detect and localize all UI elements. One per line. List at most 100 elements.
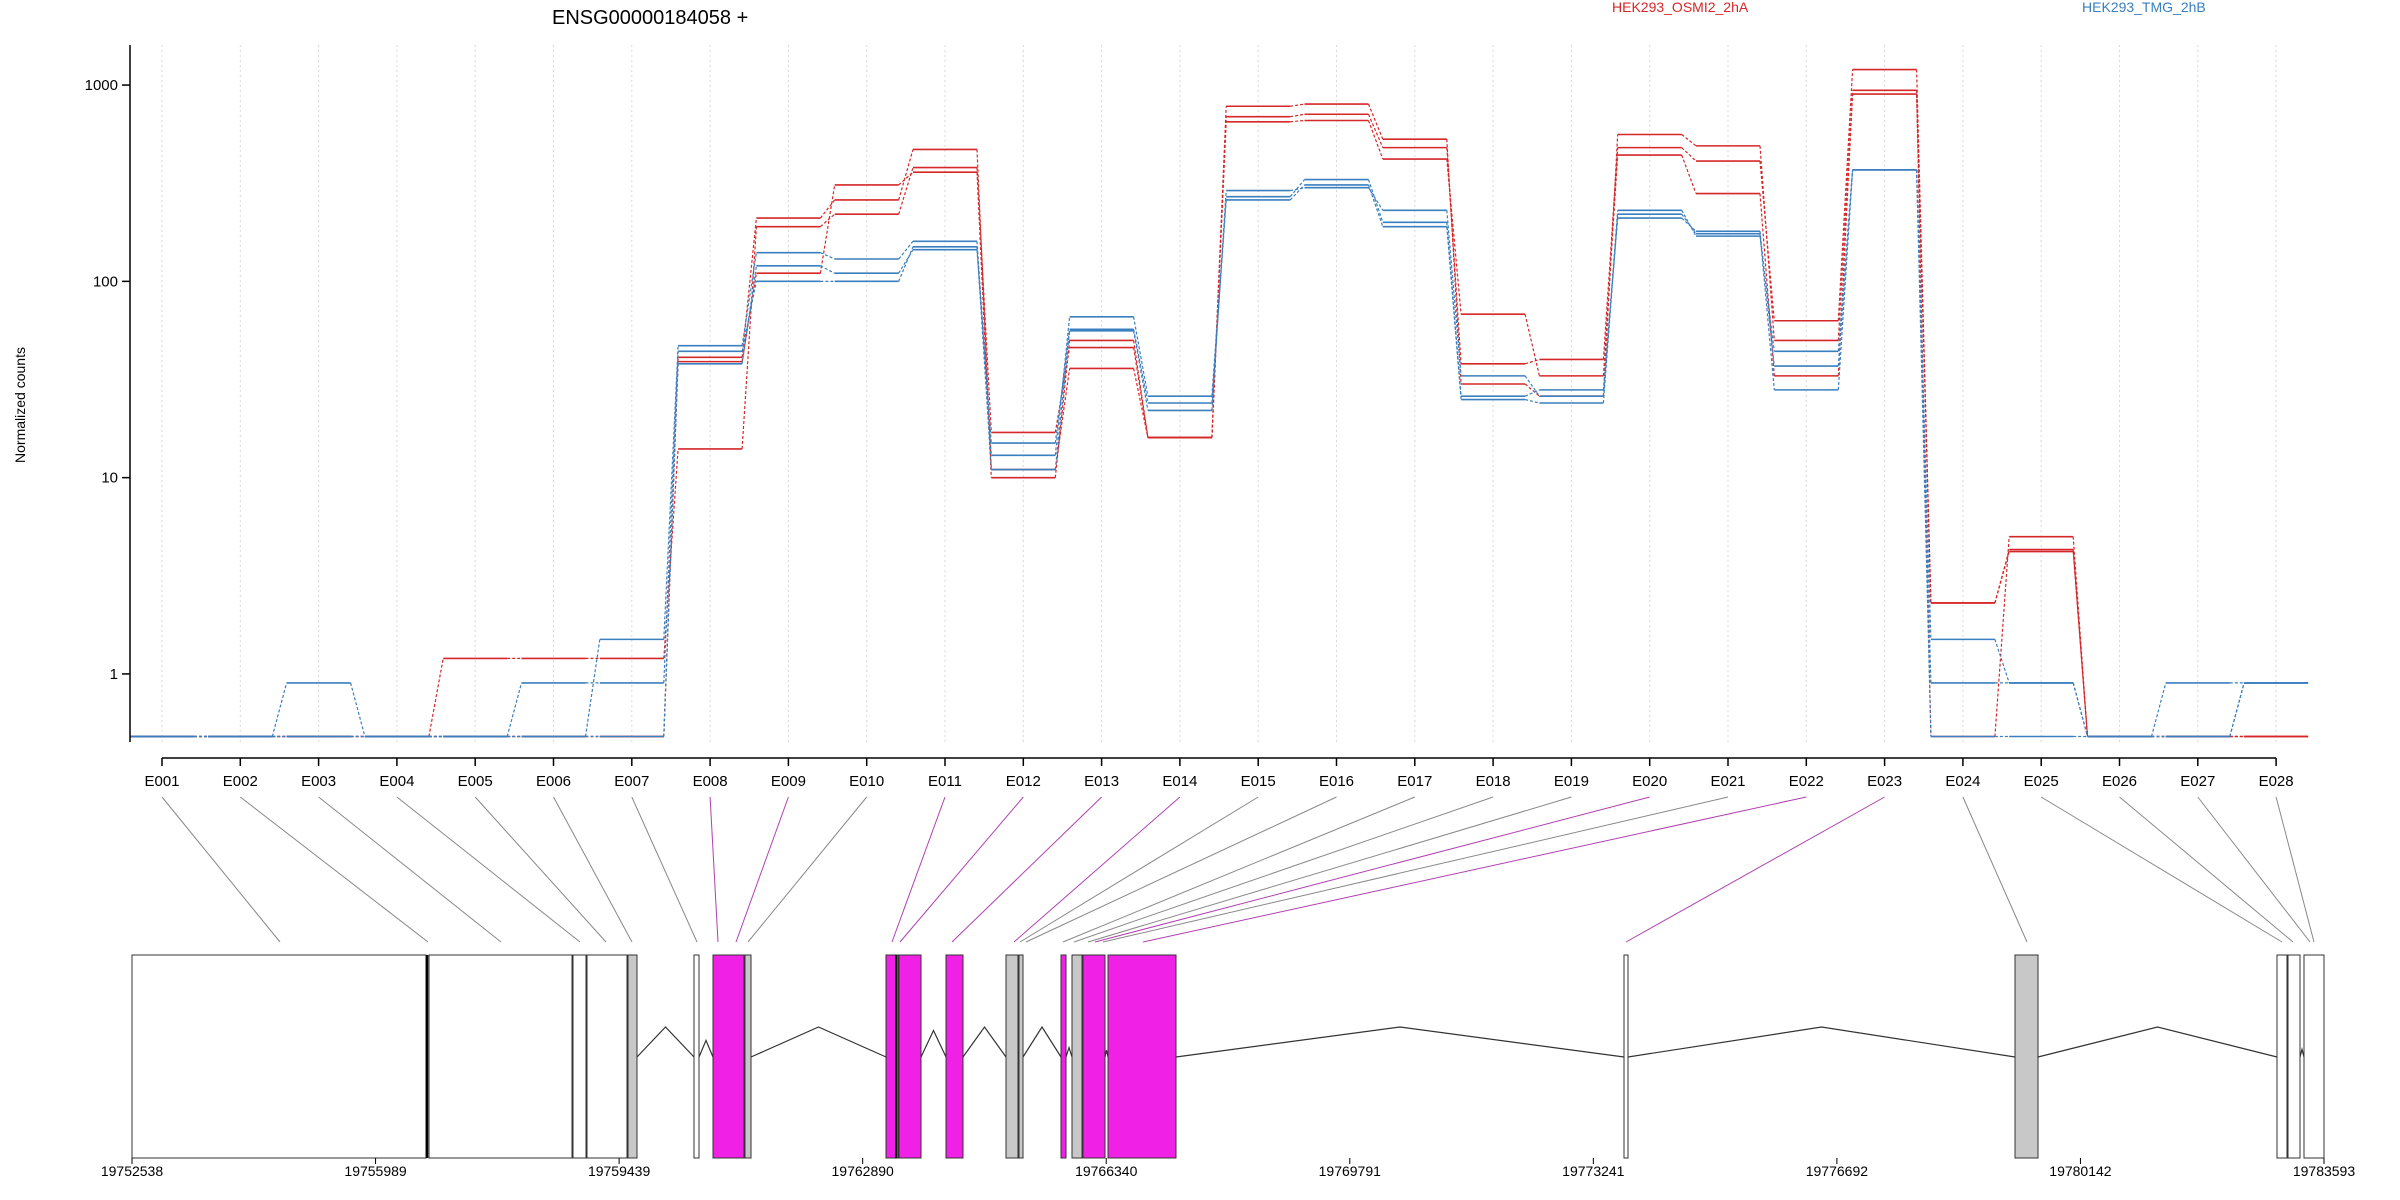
series-connector bbox=[976, 241, 992, 456]
exon-box bbox=[572, 954, 587, 1159]
series-connector bbox=[1524, 389, 1540, 397]
series-connector bbox=[1916, 90, 1932, 737]
x-tick-label: E019 bbox=[1554, 773, 1589, 790]
series-connector bbox=[1759, 145, 1775, 341]
series-connector bbox=[1759, 193, 1775, 376]
series-connector bbox=[1524, 375, 1540, 397]
coordinate-label: 19759439 bbox=[588, 1163, 651, 1179]
series-connector bbox=[1211, 199, 1227, 404]
exon-box bbox=[2287, 954, 2301, 1159]
x-tick-label: E016 bbox=[1319, 773, 1354, 790]
series-connector bbox=[1367, 187, 1384, 211]
intron-line bbox=[2037, 1026, 2278, 1058]
exon-box bbox=[1082, 954, 1106, 1159]
series-connector bbox=[1289, 184, 1305, 201]
series-connector bbox=[1446, 158, 1462, 315]
x-tick-label: E015 bbox=[1241, 773, 1276, 790]
exon-connector bbox=[553, 796, 633, 943]
exon-box bbox=[586, 954, 628, 1159]
exon-box bbox=[2276, 954, 2288, 1159]
x-tick-label: E024 bbox=[1945, 773, 1980, 790]
y-tick-label: 1000 bbox=[85, 77, 118, 94]
series-connector bbox=[1602, 147, 1619, 360]
series-connector bbox=[1524, 358, 1540, 365]
series-connector bbox=[506, 682, 523, 737]
x-tick-label: E020 bbox=[1632, 773, 1667, 790]
exon-box bbox=[131, 954, 427, 1159]
exon-connector bbox=[318, 796, 502, 943]
x-tick-label: E014 bbox=[1162, 773, 1197, 790]
exon-connector bbox=[1073, 796, 1494, 943]
series-connector bbox=[1681, 154, 1697, 194]
x-tick-label: E002 bbox=[223, 773, 258, 790]
intron-line bbox=[962, 1025, 1007, 1058]
exon-box bbox=[1623, 954, 1629, 1159]
vertical-gridlines bbox=[161, 45, 2277, 742]
series-lines bbox=[130, 68, 2309, 738]
series-connector bbox=[898, 249, 914, 274]
exon-connector bbox=[2119, 796, 2294, 943]
series-connector bbox=[898, 149, 914, 201]
x-tick-label: E003 bbox=[301, 773, 336, 790]
exon-box bbox=[898, 954, 922, 1159]
coordinate-label: 19766340 bbox=[1075, 1163, 1138, 1179]
x-tick-label: E012 bbox=[1006, 773, 1041, 790]
series-connector bbox=[2229, 682, 2245, 737]
series-connector bbox=[1602, 155, 1619, 376]
coordinate-label: 19762890 bbox=[832, 1163, 895, 1179]
exon-connector bbox=[631, 796, 698, 943]
series-connector bbox=[741, 281, 757, 352]
series-connector bbox=[1681, 147, 1697, 162]
axes: 1 10 100 1000 E001 E002 E003 E004 E005 E006 E007 E0… bbox=[85, 45, 2294, 790]
series-connector bbox=[741, 226, 757, 449]
x-tick-label: E022 bbox=[1789, 773, 1824, 790]
series-connector bbox=[1681, 217, 1697, 232]
series-connector bbox=[1681, 213, 1697, 235]
intron-line bbox=[1175, 1026, 1625, 1058]
exon-connector bbox=[1142, 796, 1807, 943]
exon-box bbox=[627, 954, 638, 1159]
exon-box bbox=[1005, 954, 1019, 1159]
intron-line bbox=[1104, 1050, 1109, 1058]
exon-box bbox=[744, 954, 752, 1159]
series-connector bbox=[1524, 383, 1540, 397]
coordinate-label: 19769791 bbox=[1319, 1163, 1382, 1179]
series-connector bbox=[741, 218, 757, 358]
y-tick-label: 100 bbox=[93, 273, 118, 290]
series-connector bbox=[820, 252, 835, 260]
series-connector bbox=[1759, 233, 1775, 390]
series-connector bbox=[1290, 119, 1305, 123]
y-tick-label: 10 bbox=[101, 470, 118, 487]
series-connector bbox=[1054, 340, 1071, 478]
series-connector bbox=[898, 246, 914, 282]
exon-box bbox=[1018, 954, 1024, 1159]
series-connector bbox=[2072, 549, 2089, 737]
series-connector bbox=[1133, 330, 1149, 411]
series-connector bbox=[1916, 169, 1932, 737]
exon-connector bbox=[2040, 796, 2283, 943]
exon-box bbox=[428, 954, 573, 1159]
series-line bbox=[130, 68, 2309, 738]
coordinate-label: 19752538 bbox=[101, 1163, 164, 1179]
series-connector bbox=[898, 171, 914, 186]
exon-connector bbox=[1019, 796, 1259, 943]
series-connector bbox=[1994, 551, 2010, 604]
legend-label-tmg: HEK293_TMG_2hB bbox=[2082, 0, 2206, 15]
series-connector bbox=[1054, 316, 1071, 456]
series-connector bbox=[2150, 682, 2167, 737]
exon-connector bbox=[161, 796, 281, 943]
coordinate-label: 19783593 bbox=[2293, 1163, 2356, 1179]
series-connector bbox=[1759, 236, 1775, 352]
series-connector bbox=[350, 682, 366, 737]
x-tick-label: E008 bbox=[693, 773, 728, 790]
series-connector bbox=[1054, 329, 1071, 444]
series-connector bbox=[1054, 330, 1071, 470]
exon-connector bbox=[951, 796, 1102, 943]
exon-connector bbox=[709, 796, 719, 943]
x-tick-label: E007 bbox=[614, 773, 649, 790]
exon-box bbox=[712, 954, 745, 1159]
x-tick-label: E027 bbox=[2180, 773, 2215, 790]
intron-line bbox=[750, 1026, 887, 1058]
series-connector bbox=[1446, 210, 1462, 376]
